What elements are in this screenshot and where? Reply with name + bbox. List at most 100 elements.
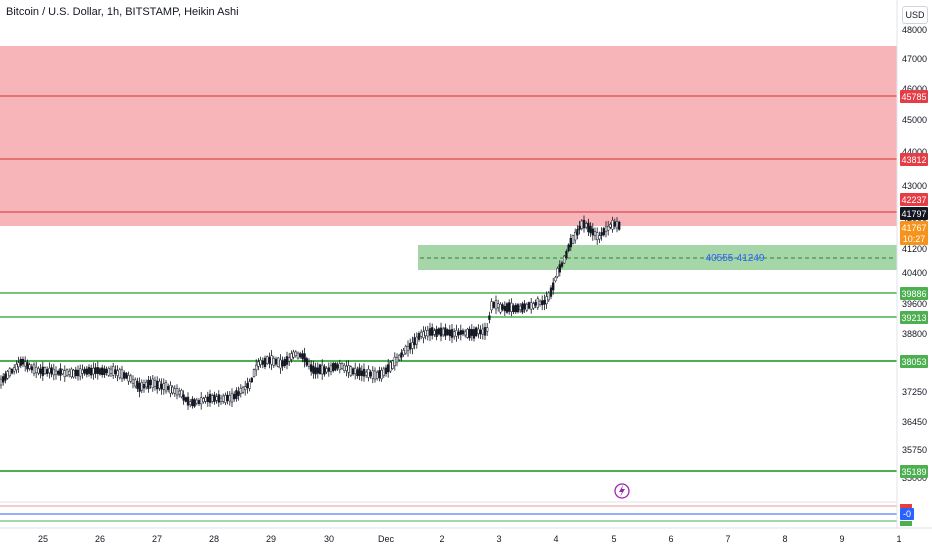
resistance-zone — [0, 46, 897, 226]
current-price-text: 41767 — [901, 223, 926, 233]
candle-body — [283, 359, 286, 366]
candle-body — [94, 367, 97, 374]
candle-body — [281, 360, 284, 367]
candle-body — [118, 369, 121, 378]
time-tick: 28 — [209, 534, 219, 544]
candle-body — [591, 228, 594, 236]
candle-body — [149, 379, 152, 386]
candle-body — [246, 383, 249, 389]
candle-body — [576, 229, 579, 236]
candle-body — [475, 327, 478, 337]
candle-body — [226, 394, 229, 401]
candle-body — [54, 370, 58, 376]
candle-body — [393, 356, 396, 367]
candle-body — [63, 370, 66, 378]
candle-body — [457, 331, 460, 336]
candle-body — [6, 371, 9, 379]
candle-body — [571, 235, 575, 244]
candle-body — [479, 329, 482, 335]
lightning-icon[interactable] — [614, 483, 630, 499]
candle-body — [233, 393, 236, 400]
candle-body — [406, 345, 410, 352]
candle-body — [512, 305, 515, 313]
candle-body — [17, 362, 20, 367]
candle-body — [24, 361, 27, 367]
candle-body — [497, 303, 500, 308]
candle-body — [244, 386, 247, 390]
demand-zone[interactable] — [418, 245, 897, 270]
candle-body — [46, 369, 49, 374]
time-tick: 25 — [38, 534, 48, 544]
candle-body — [490, 301, 493, 311]
candle-body — [391, 360, 394, 369]
candle-body — [26, 362, 29, 370]
candle-body — [277, 357, 280, 367]
price-label-39213[interactable]: 39213 — [900, 311, 928, 324]
candle-body — [50, 367, 53, 375]
candle-body — [494, 300, 498, 310]
candle-body — [314, 367, 317, 375]
candle-body — [327, 367, 330, 372]
indicator-marker[interactable]: -0 — [900, 504, 914, 526]
candle-body — [426, 329, 429, 337]
candle-body — [266, 356, 269, 365]
candle-body — [455, 330, 458, 337]
candle-body — [600, 232, 603, 236]
candle-body — [68, 370, 71, 375]
candle-body — [147, 379, 150, 389]
candle-body — [105, 369, 108, 373]
candle-body — [217, 394, 220, 403]
candle-body — [362, 368, 366, 377]
candle-body — [376, 371, 379, 379]
candle-body — [120, 369, 124, 379]
candle-body — [404, 346, 407, 354]
candle-body — [585, 223, 588, 228]
candle-body — [160, 383, 163, 390]
candle-body — [499, 304, 502, 313]
candle-body — [615, 221, 619, 229]
candle-body — [442, 328, 445, 336]
candle-body — [395, 357, 399, 363]
last-price-text: 41797 — [901, 209, 926, 219]
candle-body — [61, 369, 64, 375]
price-label-35189[interactable]: 35189 — [900, 465, 928, 478]
candle-body — [343, 364, 346, 371]
price-label-38053[interactable]: 38053 — [900, 355, 928, 368]
currency-button[interactable]: USD — [902, 6, 928, 24]
chart-title: Bitcoin / U.S. Dollar, 1h, BITSTAMP, Hei… — [6, 6, 239, 18]
candle-body — [215, 396, 218, 401]
price-label-45785[interactable]: 45785 — [900, 90, 928, 103]
candle-body — [235, 390, 238, 399]
candle-body — [153, 380, 157, 387]
candle-body — [369, 372, 372, 377]
candle-body — [580, 220, 583, 229]
candle-body — [145, 381, 148, 388]
price-label-39886[interactable]: 39886 — [900, 287, 928, 300]
candle-body — [43, 367, 47, 375]
candle-body — [334, 362, 337, 371]
candle-body — [219, 397, 223, 402]
price-label-43812[interactable]: 43812 — [900, 153, 928, 166]
price-tick: 40400 — [902, 268, 927, 278]
price-label-42237[interactable]: 42237 — [900, 193, 928, 206]
time-axis[interactable]: 25 26 27 28 29 30 Dec 2 3 4 5 6 7 8 9 1 — [38, 534, 902, 544]
candle-body — [453, 331, 456, 337]
candle-body — [345, 365, 348, 371]
candle-body — [593, 231, 597, 237]
candle-body — [378, 370, 381, 378]
candle-body — [384, 367, 388, 374]
candle-body — [184, 397, 187, 402]
time-tick: 29 — [266, 534, 276, 544]
candle-body — [618, 221, 621, 230]
last-price-label[interactable]: 41797 — [900, 207, 928, 220]
candle-body — [358, 367, 361, 376]
candle-body — [90, 367, 93, 376]
price-scale[interactable] — [897, 0, 932, 528]
current-price-label[interactable]: 41767 10:27 — [900, 221, 928, 245]
candle-body — [28, 364, 31, 369]
candle-body — [602, 228, 605, 236]
candle-body — [270, 355, 273, 365]
candle-body — [259, 359, 262, 365]
